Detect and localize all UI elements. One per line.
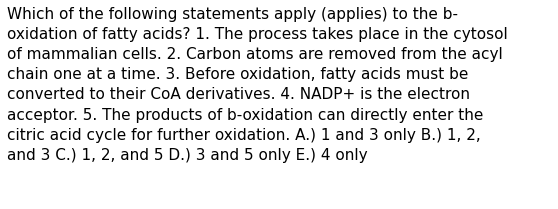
Text: Which of the following statements apply (applies) to the b-
oxidation of fatty a: Which of the following statements apply … — [7, 7, 508, 163]
